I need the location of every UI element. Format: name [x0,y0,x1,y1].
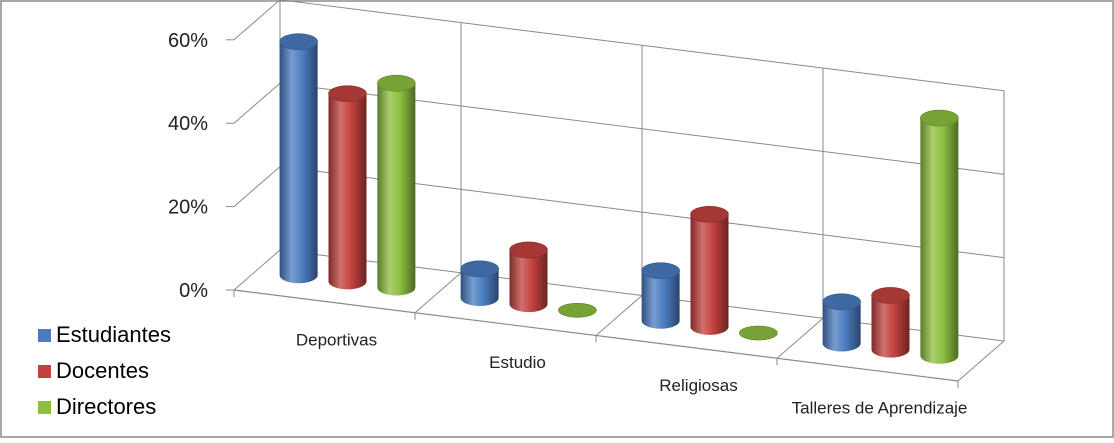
bar [279,33,318,284]
bar-body [328,93,367,290]
bar-flat [558,302,597,318]
side-gridline [233,249,281,291]
legend-label: Directores [56,394,156,419]
side-gridline [233,82,281,124]
y-axis-ticks: 0% 20% 40% 60% [168,30,234,302]
bar [377,74,416,296]
bar-body [509,249,548,313]
floor-divider [414,272,462,314]
bar [509,241,548,313]
bar [822,293,861,352]
bar [871,287,910,358]
bar-body [920,118,959,364]
bar [690,205,729,335]
y-tick-label: 20% [168,197,208,219]
legend-swatch [38,329,51,342]
bar-body [690,214,729,335]
x-axis-ticks: Deportivas Estudio Religiosas Talleres de A… [296,330,968,417]
bar-top [641,262,680,279]
legend-swatch [38,401,51,414]
y-tick-label: 60% [168,30,208,52]
y-tick-label: 40% [168,113,208,135]
legend-label: Estudiantes [56,322,171,347]
x-tick-label: Talleres de Aprendizaje [792,399,968,418]
floor-divider [776,317,824,359]
bar-top [690,205,729,223]
bar-body [460,268,499,306]
bar [558,302,597,318]
x-tick-label: Deportivas [296,330,377,349]
bar-top [871,287,910,304]
bar [739,325,778,341]
bar [328,85,367,290]
floor-divider [957,340,1005,382]
bar-body [377,83,416,296]
legend-label: Docentes [56,358,149,383]
bar-top [328,85,367,103]
y-tick-label: 0% [179,280,208,302]
bar-body [279,41,318,284]
bar-top [279,33,318,51]
x-tick-label: Estudio [489,353,546,372]
bar [460,260,499,306]
legend-swatch [38,365,51,378]
bar-flat [739,325,778,341]
side-gridline [233,166,281,207]
bar-top [822,293,861,311]
bar-body [871,295,910,358]
bar-body [641,270,680,329]
bar-top [377,74,416,92]
legend: Estudiantes Docentes Directores [38,322,171,419]
bar-top [460,260,499,278]
side-gridline [233,0,281,41]
bar [641,262,680,329]
floor-divider [595,295,643,336]
bar-top [509,241,548,259]
bar [920,109,959,364]
bar-body [822,301,861,352]
x-tick-label: Religiosas [659,376,737,395]
bars [279,33,959,364]
bar-top [920,109,959,127]
